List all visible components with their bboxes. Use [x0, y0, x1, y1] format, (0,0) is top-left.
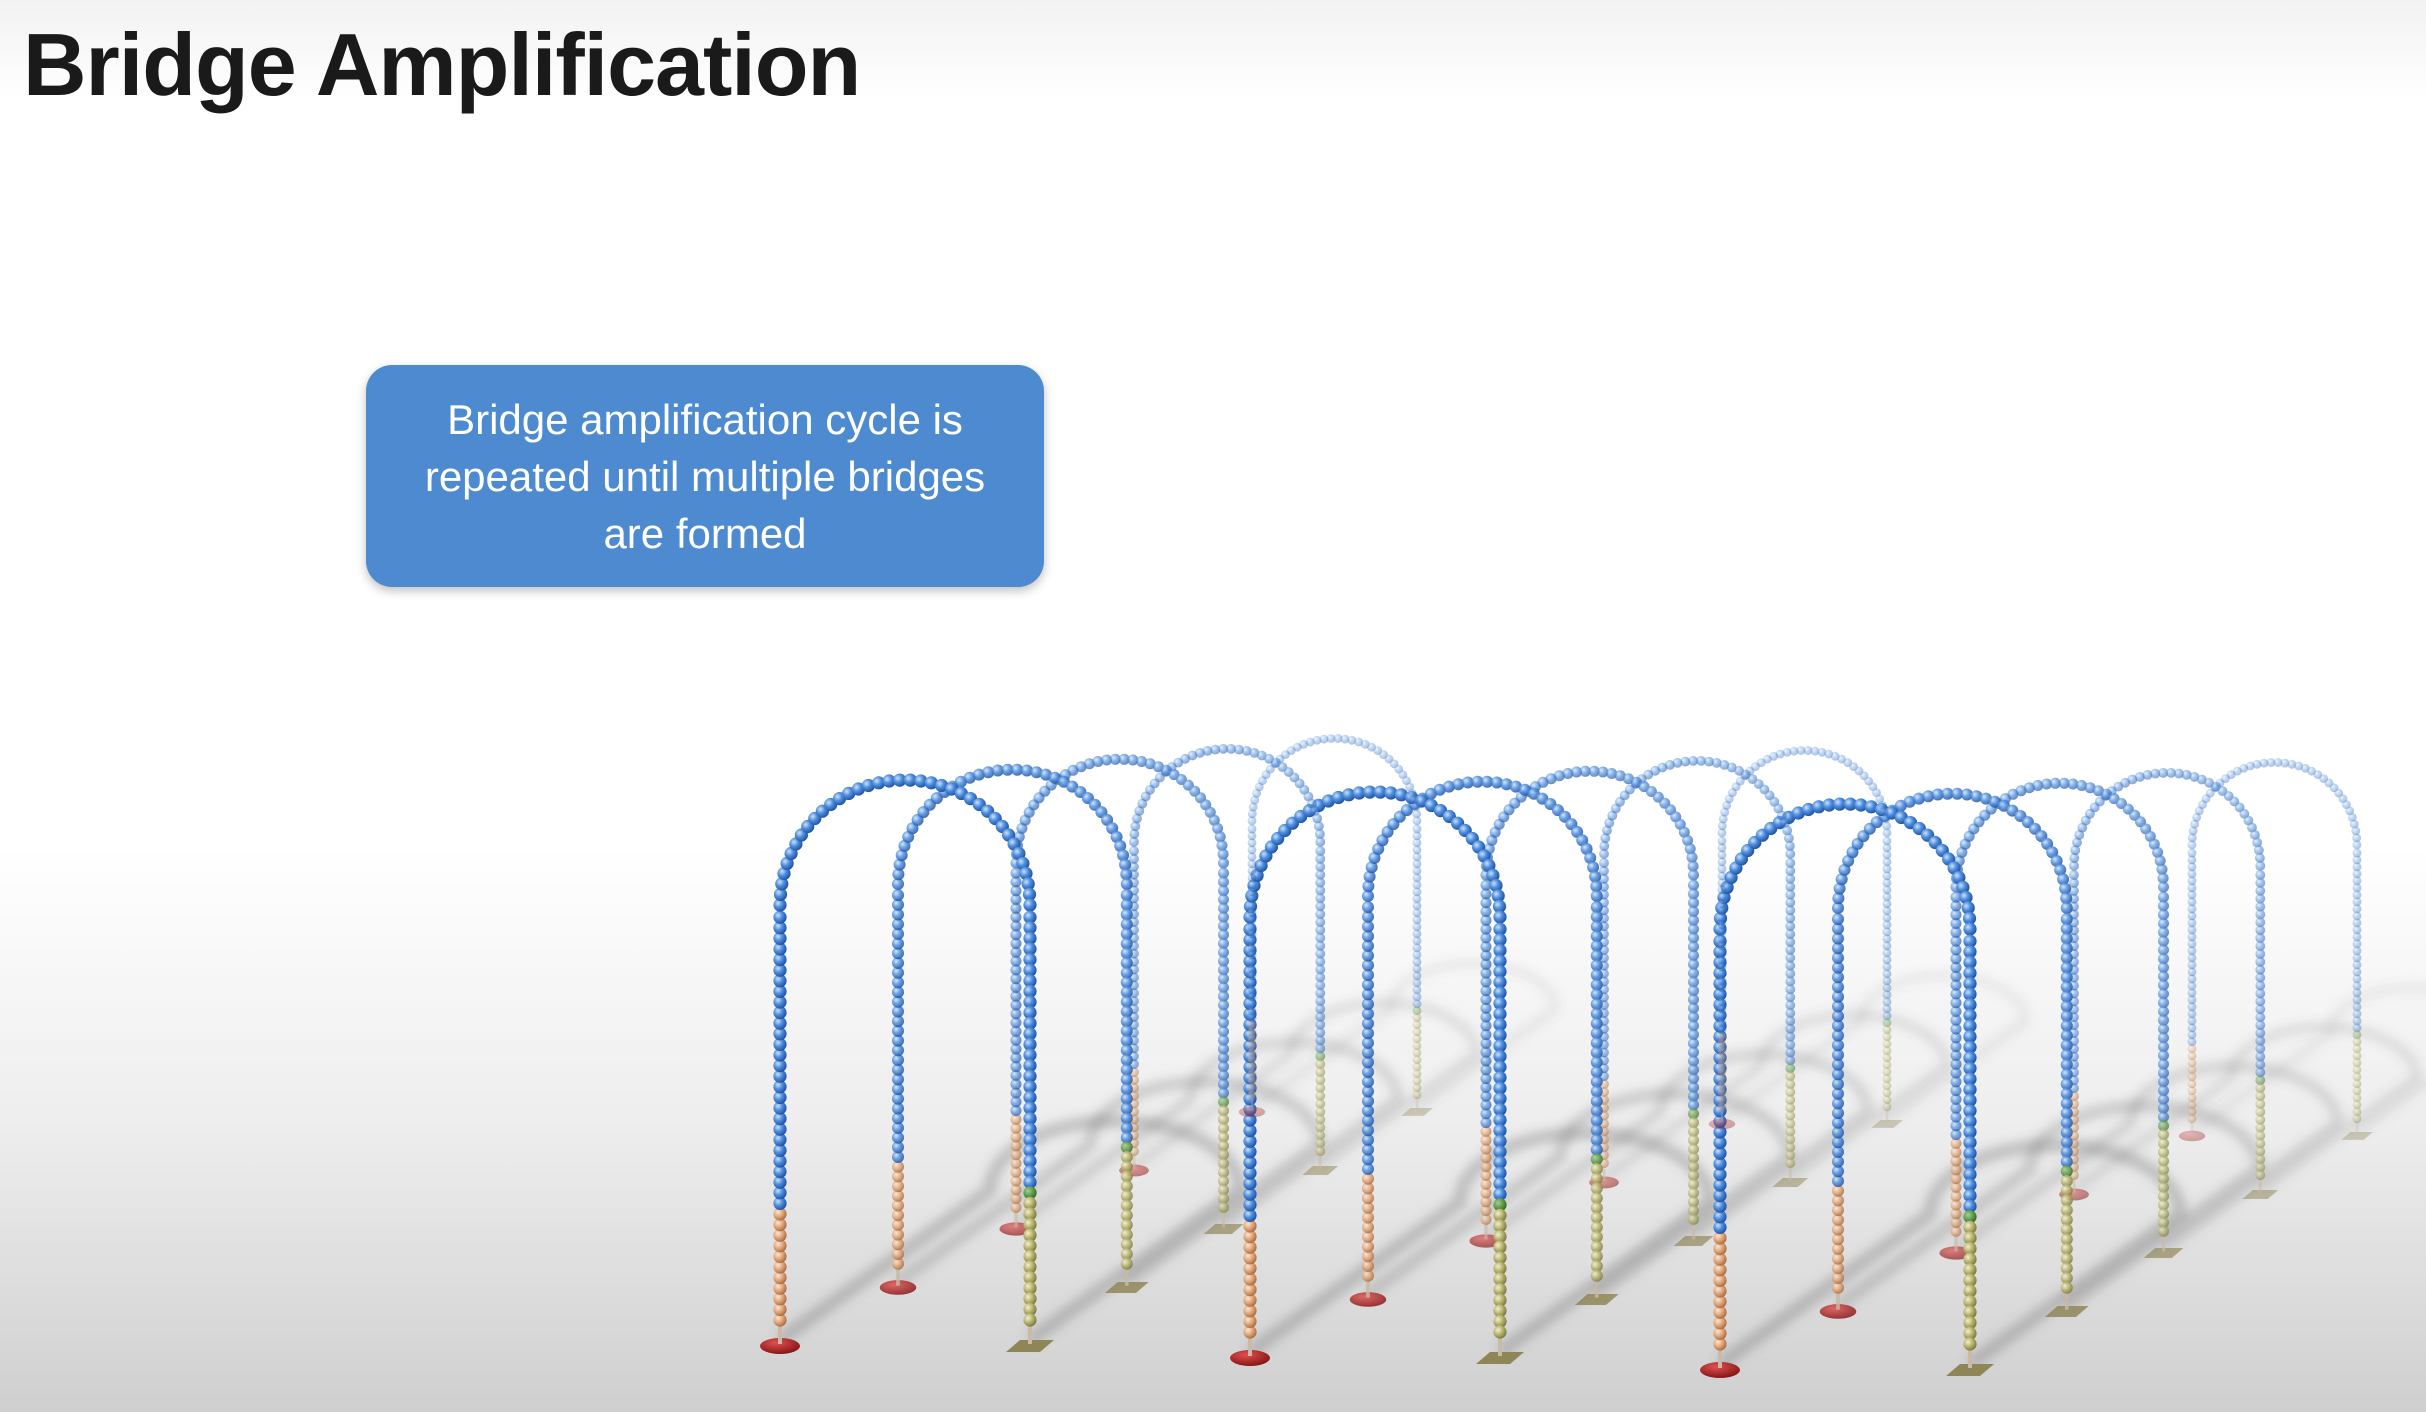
anchor-tan [2341, 1132, 2373, 1140]
anchor-red [1708, 1118, 1736, 1130]
bridge-shadow [1130, 997, 1482, 1171]
bridge-shadow [2070, 1021, 2422, 1195]
anchor-tan [1871, 1120, 1903, 1128]
anchor-tan [1302, 1166, 1339, 1175]
bridge-array [760, 734, 2373, 1378]
dna-bridge [879, 763, 1149, 1295]
bridge-shadow [2189, 983, 2426, 1136]
dna-bridge [1230, 785, 1524, 1366]
anchor-tan [2242, 1190, 2279, 1199]
anchor-tan [1946, 1364, 1994, 1376]
callout-text: Bridge amplification cycle is repeated u… [424, 395, 986, 557]
anchor-tan [1401, 1108, 1433, 1116]
anchor-red [1238, 1106, 1266, 1118]
page-title: Bridge Amplification [23, 15, 861, 114]
anchor-red [1349, 1292, 1387, 1307]
bridge-shadow [1245, 1126, 1718, 1358]
bridge-shadow [1249, 959, 1561, 1112]
dna-bridge [1700, 797, 1994, 1378]
dna-bridge [2178, 758, 2373, 1142]
dna-bridge [1349, 775, 1619, 1307]
anchor-tan [1772, 1178, 1809, 1187]
bridge-shadow [1715, 1138, 2188, 1370]
anchor-tan [2044, 1306, 2089, 1317]
anchor-tan [1104, 1282, 1149, 1293]
bridge-shadow [1482, 1048, 1874, 1241]
bridge-shadow [1952, 1060, 2344, 1253]
anchor-tan [1673, 1236, 1714, 1246]
anchor-red [1230, 1350, 1270, 1366]
anchor-red [1700, 1362, 1740, 1378]
anchor-tan [1574, 1294, 1619, 1305]
bridge-shadow [1600, 1009, 1952, 1183]
bridge-shadow [775, 1114, 1248, 1346]
anchor-red [879, 1280, 917, 1295]
anchor-tan [2143, 1248, 2184, 1258]
anchor-tan [1476, 1352, 1524, 1364]
anchor-tan [1006, 1340, 1054, 1352]
anchor-tan [1203, 1224, 1244, 1234]
bridge-shadow [1012, 1036, 1404, 1229]
anchor-red [1819, 1304, 1857, 1319]
bridge-shadows [775, 959, 2426, 1370]
bridge-shadow [1719, 971, 2031, 1124]
dna-bridge [2059, 768, 2279, 1201]
callout-box: Bridge amplification cycle is repeated u… [366, 365, 1044, 587]
anchor-red [2178, 1130, 2206, 1142]
anchor-red [760, 1338, 800, 1354]
dna-bridge [760, 773, 1054, 1354]
dna-bridge [1708, 746, 1903, 1130]
